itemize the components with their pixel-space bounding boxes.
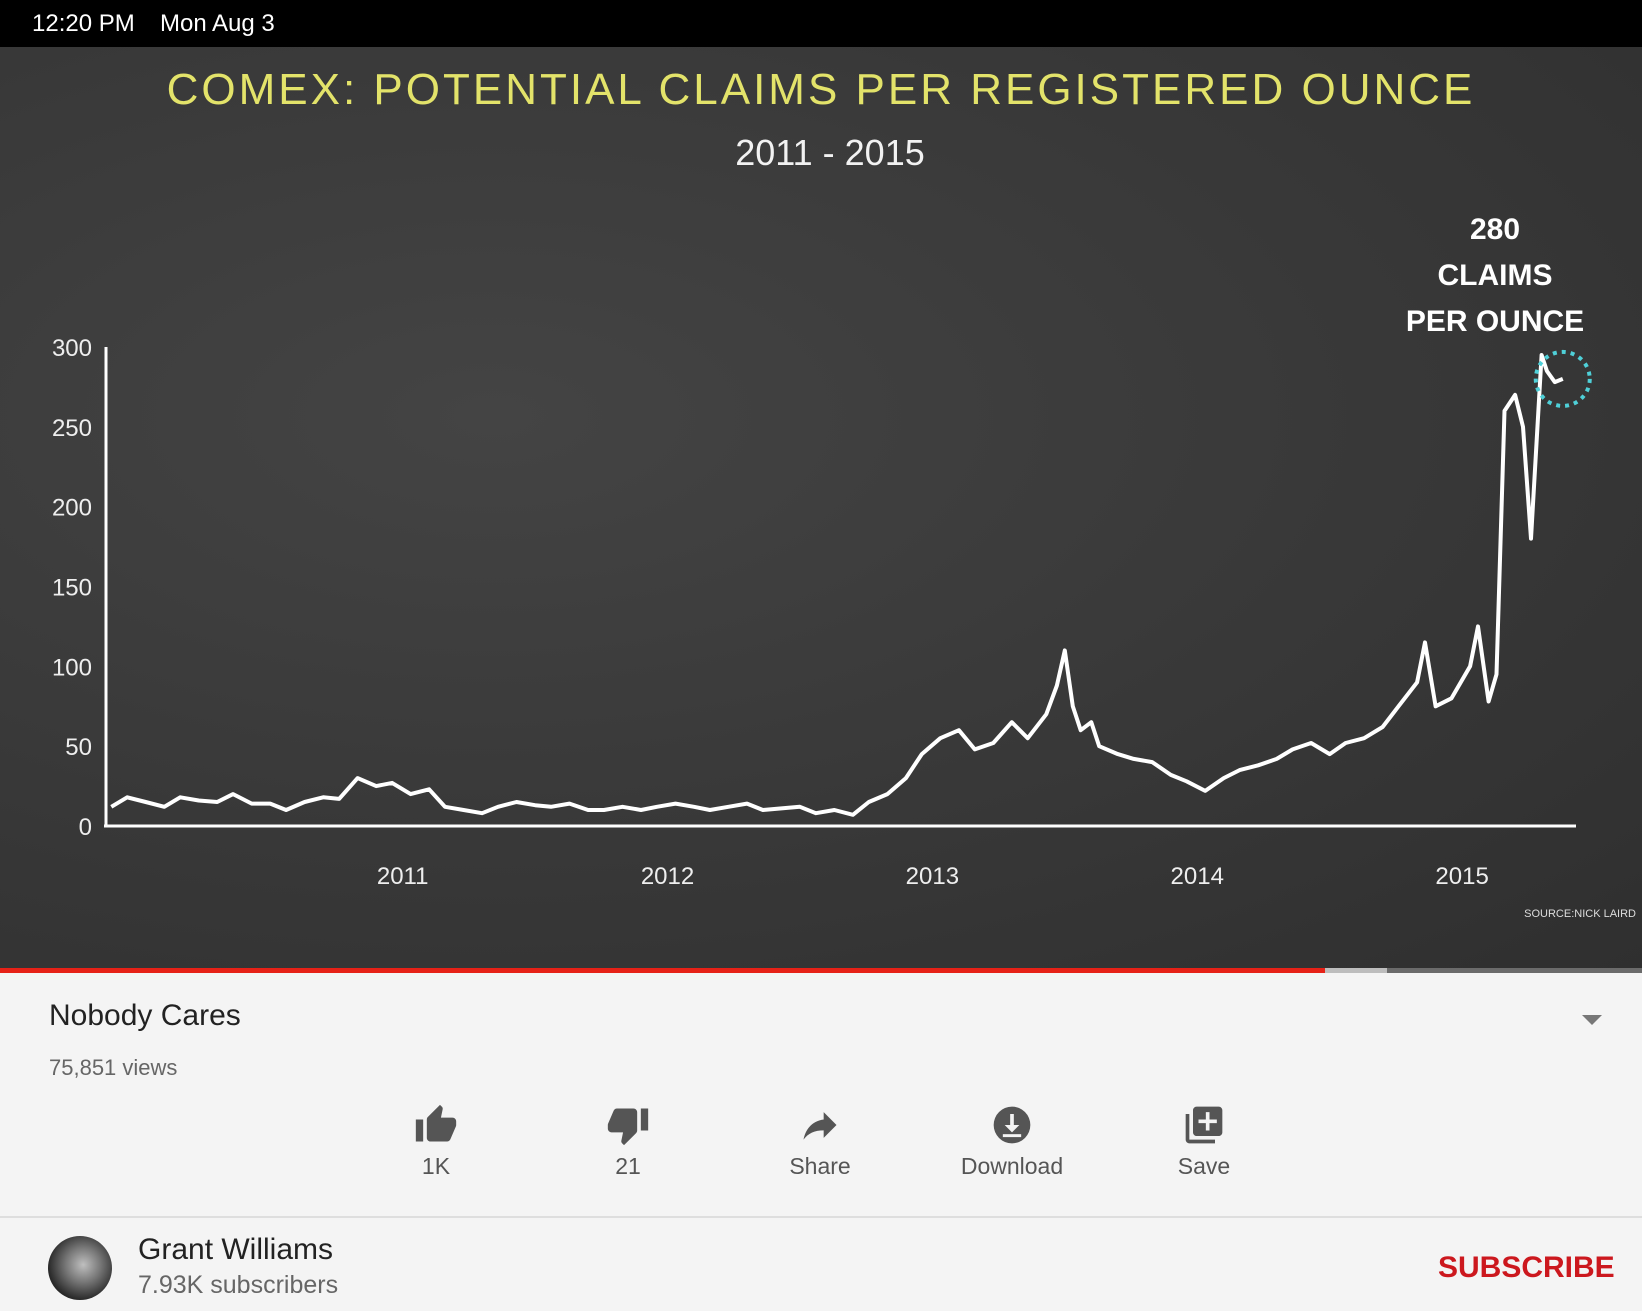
x-tick-label: 2015 <box>1435 863 1488 890</box>
y-tick-label: 300 <box>52 335 92 362</box>
series-line <box>110 353 1564 817</box>
video-info-panel: Nobody Cares 75,851 views 1K 21 Share Do… <box>0 973 1642 1311</box>
chart-subtitle: 2011 - 2015 <box>735 132 925 173</box>
y-tick-label: 50 <box>65 734 92 761</box>
y-tick-label: 150 <box>52 575 92 602</box>
peak-highlight-circle <box>1533 349 1592 408</box>
like-button[interactable]: 1K <box>361 1103 511 1180</box>
download-icon <box>993 1106 1031 1144</box>
share-arrow-icon <box>803 1112 837 1140</box>
y-tick-label: 200 <box>52 495 92 522</box>
y-tick-label: 0 <box>79 814 92 841</box>
x-tick-label: 2014 <box>1171 863 1224 890</box>
add-to-playlist-icon <box>1185 1106 1223 1144</box>
thumbs-up-icon <box>415 1104 457 1142</box>
dislike-button[interactable]: 21 <box>553 1103 703 1180</box>
status-time: 12:20 PM <box>32 10 135 37</box>
x-tick-label: 2011 <box>377 863 429 890</box>
source-note: SOURCE:NICK LAIRD <box>1524 908 1636 920</box>
x-tick-label: 2012 <box>641 863 694 890</box>
expand-description-icon[interactable] <box>1582 1015 1602 1025</box>
video-title: Nobody Cares <box>49 999 241 1032</box>
channel-avatar[interactable] <box>48 1236 112 1300</box>
subscribe-button[interactable]: SUBSCRIBE <box>1438 1251 1615 1284</box>
video-progress-bar[interactable] <box>0 968 1642 973</box>
annotation-line-3: PER OUNCE <box>1406 305 1584 338</box>
share-label: Share <box>789 1153 851 1179</box>
played-bar <box>0 968 1326 973</box>
y-tick-label: 100 <box>52 654 92 681</box>
download-button[interactable]: Download <box>937 1103 1087 1180</box>
save-button[interactable]: Save <box>1129 1103 1279 1180</box>
dislike-count: 21 <box>615 1153 641 1179</box>
share-button[interactable]: Share <box>745 1103 895 1180</box>
status-date: Mon Aug 3 <box>160 10 275 37</box>
status-bar: 12:20 PM Mon Aug 3 <box>0 0 1642 47</box>
video-player[interactable]: COMEX: POTENTIAL CLAIMS PER REGISTERED O… <box>0 47 1642 970</box>
subscriber-count: 7.93K subscribers <box>138 1271 339 1299</box>
download-label: Download <box>960 1153 1064 1179</box>
chart-title: COMEX: POTENTIAL CLAIMS PER REGISTERED O… <box>167 65 1476 114</box>
annotation-line-1: 280 <box>1470 213 1520 246</box>
annotation-line-2: CLAIMS <box>1438 259 1553 292</box>
save-label: Save <box>1177 1153 1231 1179</box>
channel-name[interactable]: Grant Williams <box>138 1233 334 1266</box>
thumbs-down-icon <box>607 1108 649 1146</box>
like-count: 1K <box>421 1153 451 1179</box>
chart: COMEX: POTENTIAL CLAIMS PER REGISTERED O… <box>52 65 1636 920</box>
view-count: 75,851 views <box>49 1055 178 1080</box>
x-tick-label: 2013 <box>906 863 959 890</box>
divider <box>0 1216 1642 1218</box>
y-tick-label: 250 <box>52 415 92 442</box>
